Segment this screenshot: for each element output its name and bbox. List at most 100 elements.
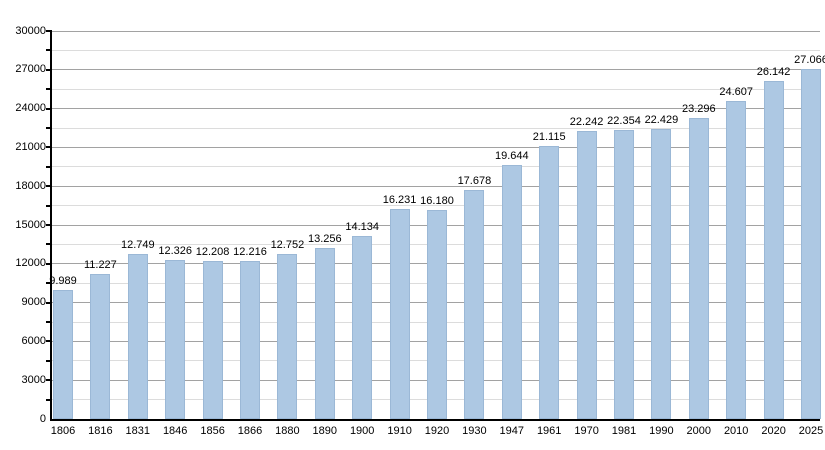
y-axis-tick (46, 146, 52, 149)
x-axis-tick-label: 2025 (798, 425, 824, 437)
y-axis-tick (46, 127, 52, 129)
bar-value-label: 22.429 (644, 113, 679, 126)
bar-value-label: 12.216 (233, 246, 267, 258)
y-axis-tick-label: 24000 (15, 102, 46, 115)
y-axis-tick (46, 379, 52, 382)
bar-value-label: 22.242 (569, 116, 604, 129)
y-axis-tick (46, 243, 52, 246)
bar-value-label: 22.354 (607, 114, 641, 127)
bar (576, 131, 597, 419)
y-axis-tick-label: 30000 (15, 24, 46, 37)
x-axis-line (50, 419, 820, 421)
bar-value-label: 26.142 (756, 65, 791, 78)
gridline-major (52, 30, 820, 32)
x-axis-tick-label: 2010 (723, 425, 749, 437)
bar (202, 261, 223, 419)
x-axis-tick-label: 1846 (162, 425, 188, 437)
y-axis-tick-label: 15000 (15, 218, 46, 231)
x-axis-tick-label: 1990 (649, 425, 674, 437)
bar-value-label: 13.256 (307, 232, 342, 245)
bar-value-label: 16.231 (382, 194, 417, 207)
y-axis-tick-label: 6000 (21, 334, 46, 347)
y-axis-tick (46, 321, 52, 323)
bar (389, 209, 410, 419)
bar-value-label: 16.180 (420, 194, 454, 207)
bar-value-label: 12.208 (195, 246, 230, 259)
y-axis-tick (46, 49, 52, 52)
bar (165, 259, 186, 419)
y-axis-tick-label: 0 (39, 412, 46, 425)
y-axis-tick (46, 262, 52, 265)
x-axis-tick-label: 1831 (125, 425, 151, 437)
bar (688, 117, 709, 419)
y-axis-tick (46, 30, 52, 32)
bar-value-label: 24.607 (719, 85, 754, 98)
bar-value-label: 19.644 (494, 149, 529, 162)
bar (427, 209, 447, 419)
x-axis-tick-label: 1920 (424, 425, 450, 437)
gridline-major (52, 69, 820, 71)
y-axis-tick (46, 107, 52, 110)
bar (352, 236, 373, 419)
gridline-major (52, 146, 820, 148)
x-axis-tick-label: 1910 (387, 425, 412, 437)
bar-value-label: 11.227 (83, 258, 117, 271)
x-axis-tick-label: 1806 (50, 425, 76, 437)
bar (651, 128, 672, 419)
y-axis-tick (46, 398, 52, 401)
x-axis-tick-label: 1981 (611, 425, 637, 437)
bar (314, 247, 335, 419)
bar (240, 261, 260, 419)
bar-value-label: 9.989 (49, 274, 77, 287)
bar-value-label: 23.296 (681, 102, 716, 115)
y-axis-tick (46, 185, 52, 188)
bar-value-label: 12.752 (270, 239, 305, 252)
x-axis-tick-label: 1816 (88, 425, 113, 437)
y-axis-tick (46, 204, 52, 207)
x-axis-tick-label: 1856 (200, 425, 225, 437)
y-axis-tick (46, 301, 52, 304)
bar (277, 254, 298, 419)
y-axis-tick (46, 68, 52, 71)
y-axis-tick-label: 21000 (15, 140, 46, 153)
bar (501, 164, 522, 419)
y-axis-tick (46, 282, 52, 285)
y-axis-tick (46, 224, 52, 226)
gridline-major (52, 108, 820, 110)
x-axis-tick-label: 1970 (574, 425, 599, 437)
bar-value-label: 14.134 (345, 221, 380, 234)
bar-value-label: 27.066 (794, 53, 825, 66)
y-axis-tick (46, 165, 52, 168)
y-axis-tick-label: 9000 (21, 296, 46, 309)
x-axis-tick-label: 1880 (275, 425, 300, 437)
y-axis-tick-label: 12000 (15, 257, 46, 270)
y-axis-tick (46, 359, 52, 362)
bar (53, 289, 73, 419)
x-axis-tick-label: 1961 (536, 425, 562, 437)
gridline-major (52, 185, 820, 187)
bar (801, 68, 821, 419)
gridline-minor (52, 49, 820, 51)
y-axis-tick (46, 88, 52, 91)
bar-value-label: 21.115 (532, 130, 566, 143)
y-axis-tick-label: 27000 (15, 63, 46, 76)
gridline-minor (52, 88, 820, 90)
y-axis-line (50, 30, 52, 421)
y-axis-tick-label: 18000 (15, 179, 46, 192)
bar-value-label: 12.749 (120, 239, 155, 252)
y-axis-tick (46, 340, 52, 343)
gridline-minor (52, 205, 820, 207)
bar-value-label: 17.678 (457, 175, 492, 188)
gridline-minor (52, 127, 820, 129)
bar (614, 129, 634, 419)
x-axis-tick-label: 1900 (349, 425, 375, 437)
x-axis-tick-label: 1866 (237, 425, 263, 437)
bar (539, 145, 560, 419)
bar (763, 80, 784, 419)
bar (127, 254, 148, 419)
x-axis-tick-label: 2000 (686, 425, 712, 437)
bar (726, 100, 747, 419)
bar (464, 190, 485, 419)
y-axis-tick-label: 3000 (21, 373, 46, 386)
